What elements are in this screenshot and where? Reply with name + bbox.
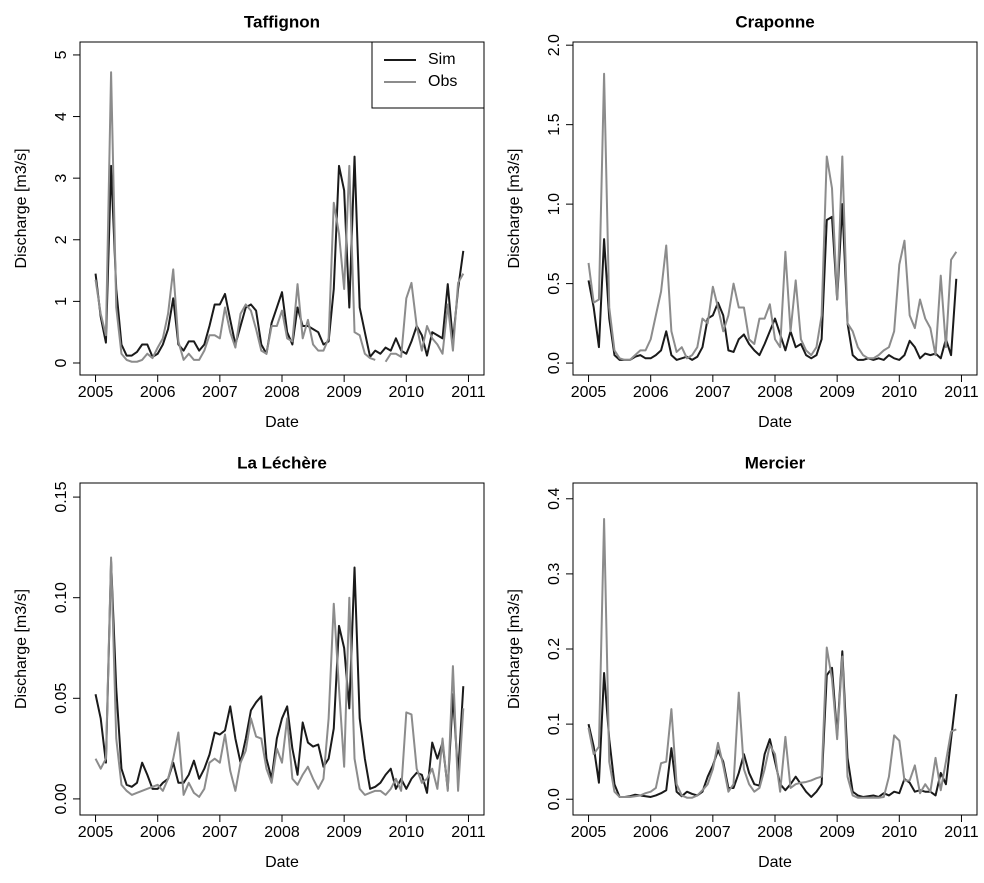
x-tick-label: 2009 xyxy=(819,384,855,401)
x-tick-label: 2010 xyxy=(882,384,918,401)
panel: La Léchère Date Discharge [m3/s] 2005 2006 20… xyxy=(13,453,486,871)
legend-label: Sim xyxy=(428,51,456,68)
series-line xyxy=(587,518,957,799)
y-tick-label: 0.0 xyxy=(546,788,563,810)
x-tick-label: 2005 xyxy=(571,384,607,401)
y-tick-label: 2.0 xyxy=(546,34,563,56)
x-tick-label: 2007 xyxy=(695,824,731,841)
legend: Sim Obs xyxy=(371,41,485,109)
plot-frame xyxy=(572,482,978,816)
x-tick-label: 2006 xyxy=(140,384,176,401)
y-tick-label: 0 xyxy=(53,358,70,367)
x-tick-label: 2011 xyxy=(944,384,979,401)
x-tick-label: 2009 xyxy=(326,824,362,841)
x-tick-label: 2008 xyxy=(757,824,793,841)
series-line xyxy=(94,155,465,358)
x-tick-label: 2007 xyxy=(695,384,731,401)
x-tick-label: 2005 xyxy=(571,824,607,841)
panel-title: Taffignon xyxy=(244,12,320,31)
y-tick-label: 2 xyxy=(53,235,70,244)
y-axis-label: Discharge [m3/s] xyxy=(13,589,30,709)
y-tick-label: 0.15 xyxy=(53,481,70,512)
x-tick-label: 2007 xyxy=(202,824,238,841)
x-axis-label: Date xyxy=(265,854,299,871)
x-tick-label: 2006 xyxy=(633,824,669,841)
x-tick-label: 2008 xyxy=(757,384,793,401)
plot-frame xyxy=(79,41,485,376)
y-axis-label: Discharge [m3/s] xyxy=(506,589,523,709)
y-tick-label: 0.4 xyxy=(546,488,563,510)
y-tick-label: 0.00 xyxy=(53,783,70,814)
panel-title: Mercier xyxy=(745,453,806,472)
y-tick-label: 1.0 xyxy=(546,193,563,215)
plot-frame xyxy=(572,41,978,376)
x-tick-label: 2008 xyxy=(264,384,300,401)
y-tick-label: 4 xyxy=(53,112,70,121)
x-axis-label: Date xyxy=(758,414,792,431)
legend-label: Obs xyxy=(428,73,457,90)
x-tick-label: 2011 xyxy=(944,824,979,841)
y-tick-label: 0.2 xyxy=(546,638,563,660)
x-tick-label: 2006 xyxy=(140,824,176,841)
series-line xyxy=(94,71,376,363)
x-tick-label: 2006 xyxy=(633,384,669,401)
x-tick-label: 2011 xyxy=(451,824,486,841)
x-tick-label: 2008 xyxy=(264,824,300,841)
series-line xyxy=(587,203,958,361)
panel-title: Craponne xyxy=(735,12,814,31)
x-tick-label: 2010 xyxy=(882,824,918,841)
x-tick-label: 2005 xyxy=(78,824,114,841)
panel: Taffignon Date Discharge [m3/s] 2005 2006 200… xyxy=(13,12,486,431)
x-tick-label: 2010 xyxy=(389,824,425,841)
plot-frame xyxy=(79,482,485,816)
y-tick-label: 0.05 xyxy=(53,683,70,714)
y-tick-label: 1.5 xyxy=(546,113,563,135)
y-tick-label: 0.1 xyxy=(546,713,563,735)
x-tick-label: 2005 xyxy=(78,384,114,401)
x-tick-label: 2009 xyxy=(819,824,855,841)
x-tick-label: 2010 xyxy=(389,384,425,401)
y-tick-label: 0.5 xyxy=(546,272,563,294)
y-tick-label: 5 xyxy=(53,50,70,59)
series-line xyxy=(94,556,465,798)
panel-title: La Léchère xyxy=(237,453,327,472)
y-tick-label: 0.0 xyxy=(546,352,563,374)
y-axis-label: Discharge [m3/s] xyxy=(506,148,523,268)
x-axis-label: Date xyxy=(758,854,792,871)
panel: Craponne Date Discharge [m3/s] 2005 2006 2007… xyxy=(506,12,979,431)
y-tick-label: 3 xyxy=(53,174,70,183)
y-tick-label: 0.3 xyxy=(546,563,563,585)
series-line xyxy=(587,72,958,361)
x-axis-label: Date xyxy=(265,414,299,431)
y-tick-label: 1 xyxy=(53,297,70,306)
panel: Mercier Date Discharge [m3/s] 2005 2006 2007 2… xyxy=(506,453,979,871)
x-tick-label: 2007 xyxy=(202,384,238,401)
legend-box xyxy=(371,41,485,109)
x-tick-label: 2011 xyxy=(451,384,486,401)
series-line xyxy=(587,650,958,798)
y-axis-label: Discharge [m3/s] xyxy=(13,148,30,268)
x-tick-label: 2009 xyxy=(326,384,362,401)
series-line xyxy=(384,273,465,363)
y-tick-label: 0.10 xyxy=(53,582,70,613)
